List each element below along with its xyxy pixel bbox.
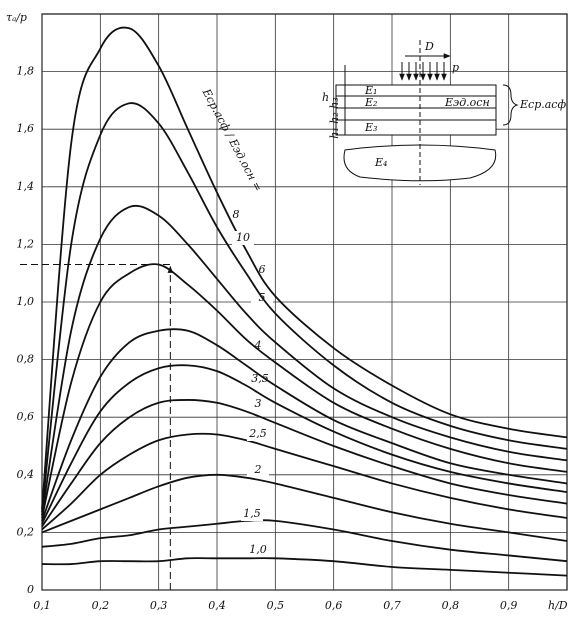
y-tick-label: 0,4 (17, 468, 35, 481)
label-bg (249, 372, 271, 386)
curve (41, 399, 568, 528)
label-bg (247, 397, 269, 411)
label-bg (251, 263, 273, 277)
label-bg (247, 427, 269, 441)
y-axis-label: τₐ/p (6, 11, 27, 24)
inset-label: E₁ (364, 84, 377, 97)
inset-label: Eэд.осн (444, 96, 490, 109)
x-tick-label: 0,8 (442, 599, 460, 612)
curve (41, 263, 568, 519)
y-tick-label: 0 (27, 583, 34, 596)
label-bg (241, 507, 263, 521)
inset-label: E₃ (364, 121, 377, 134)
curve (41, 204, 568, 516)
series-label: 1,5 (243, 507, 261, 520)
series-label: 3 (255, 397, 262, 410)
curve (41, 102, 568, 513)
y-tick-label: 0,6 (17, 410, 35, 423)
y-tick-label: 1,2 (17, 237, 35, 250)
y-tick-label: 0,8 (17, 353, 35, 366)
inset-label: Eср.асф (519, 98, 566, 111)
series-label: 6 (259, 263, 266, 276)
inset-label: D (424, 40, 434, 53)
x-tick-label: 0,6 (325, 599, 343, 612)
x-tick-label: 0,3 (150, 599, 168, 612)
inset-label: E₄ (374, 156, 387, 169)
x-tick-label: 0,5 (267, 599, 285, 612)
series-label: 10 (236, 231, 250, 244)
x-tick-label: 0,7 (383, 599, 401, 612)
x-axis-label: h/D (548, 599, 568, 612)
curve (41, 432, 568, 531)
series-label: 2,5 (248, 427, 267, 440)
series-label: 1,0 (249, 543, 267, 556)
label-bg (247, 543, 269, 557)
curve (41, 473, 568, 542)
curve (41, 364, 568, 525)
x-tick-label: 0,9 (500, 599, 518, 612)
inset-label: p (452, 61, 459, 74)
y-tick-label: 1,8 (17, 65, 35, 78)
inset-shape (502, 84, 519, 126)
series-label: 8 (233, 208, 240, 221)
inset-label: E₂ (364, 96, 377, 109)
label-bg (247, 339, 269, 353)
x-tick-label: 0,2 (92, 599, 110, 612)
y-tick-label: 1,4 (17, 180, 35, 193)
inset-label: h (322, 91, 329, 104)
curve (41, 519, 568, 563)
series-label: 2 (254, 463, 262, 476)
label-bg (232, 231, 254, 245)
series-label: 4 (254, 339, 262, 352)
series-label: 3,5 (251, 372, 269, 385)
curve (41, 328, 568, 522)
label-bg (247, 463, 269, 477)
y-tick-label: 0,2 (17, 525, 35, 538)
y-tick-label: 1,0 (17, 295, 35, 308)
y-tick-label: 1,6 (17, 122, 35, 135)
x-tick-label: 0,4 (208, 599, 226, 612)
curve (41, 26, 568, 510)
inset-label: h₁ h₂ h₃ (328, 97, 341, 138)
inset-shape (335, 84, 497, 136)
curve (41, 557, 568, 577)
x-tick-label: 0,1 (33, 599, 51, 612)
